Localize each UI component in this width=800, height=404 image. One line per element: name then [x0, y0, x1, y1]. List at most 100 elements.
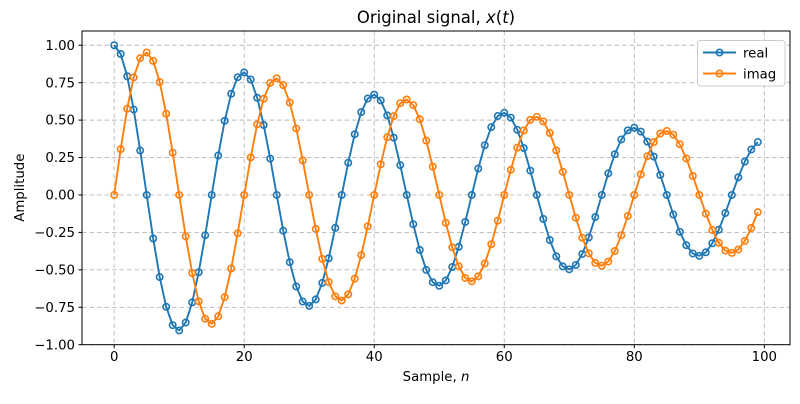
y-tick-label: −0.25	[34, 226, 75, 241]
data-point-marker	[571, 213, 580, 222]
data-point-marker	[623, 211, 632, 220]
series-real-markers	[110, 41, 762, 335]
data-point-marker	[305, 301, 314, 310]
data-point-marker	[454, 262, 463, 271]
data-point-marker	[181, 318, 190, 327]
data-point-marker	[558, 167, 567, 176]
data-point-marker	[318, 254, 327, 263]
data-point-marker	[370, 190, 379, 199]
data-point-marker	[168, 148, 177, 157]
data-point-marker	[428, 162, 437, 171]
data-point-marker	[422, 136, 431, 145]
data-point-marker	[357, 108, 366, 117]
data-point-marker	[402, 95, 411, 104]
data-point-marker	[214, 312, 223, 321]
data-point-marker	[747, 224, 756, 233]
plot-area: 0 20 40 60 80 100 1.00 0.75 0.50 0.25 0.00 −0.25 −0.…	[34, 30, 791, 365]
data-point-marker	[233, 73, 242, 82]
data-point-marker	[753, 208, 762, 217]
data-point-marker	[383, 133, 392, 142]
data-point-marker	[337, 296, 346, 305]
data-point-marker	[155, 78, 164, 87]
data-point-marker	[194, 297, 203, 306]
data-point-marker	[376, 160, 385, 169]
data-point-marker	[461, 273, 470, 282]
data-point-marker	[675, 140, 684, 149]
axes-frame	[81, 30, 791, 346]
data-point-marker	[207, 190, 216, 199]
data-point-marker	[701, 209, 710, 218]
data-point-marker	[669, 210, 678, 219]
data-point-marker	[571, 260, 580, 269]
data-point-marker	[409, 101, 418, 110]
data-point-marker	[142, 190, 151, 199]
data-point-marker	[162, 109, 171, 118]
data-point-marker	[513, 143, 522, 152]
data-point-marker	[701, 248, 710, 257]
data-point-marker	[233, 229, 242, 238]
data-point-marker	[682, 154, 691, 163]
data-point-marker	[565, 265, 574, 274]
series-imag-markers	[110, 48, 762, 328]
data-point-marker	[597, 261, 606, 270]
data-point-marker	[727, 248, 736, 257]
legend: real imag	[697, 40, 786, 87]
data-point-marker	[480, 141, 489, 150]
data-point-marker	[246, 153, 255, 162]
data-point-marker	[272, 74, 281, 83]
data-point-marker	[539, 117, 548, 126]
legend-marker-imag	[715, 69, 724, 78]
data-point-marker	[734, 173, 743, 182]
data-point-marker	[240, 68, 249, 77]
data-point-marker	[656, 171, 665, 180]
data-point-marker	[116, 145, 125, 154]
data-point-marker	[721, 209, 730, 218]
y-tick-label: −0.50	[34, 263, 75, 278]
legend-label-imag: imag	[743, 67, 776, 82]
data-point-marker	[448, 243, 457, 252]
x-tick-label: 100	[752, 350, 777, 365]
data-point-marker	[331, 292, 340, 301]
data-point-marker	[305, 190, 314, 199]
data-point-marker	[344, 290, 353, 299]
data-point-marker	[591, 213, 600, 222]
data-point-marker	[389, 112, 398, 121]
x-axis-label: Sample, n	[403, 370, 470, 385]
data-point-marker	[688, 249, 697, 258]
data-point-marker	[695, 251, 704, 260]
data-point-marker	[552, 146, 561, 155]
data-point-marker	[279, 226, 288, 235]
data-point-marker	[337, 190, 346, 199]
y-tick-label: −1.00	[34, 338, 75, 353]
data-point-marker	[350, 130, 359, 139]
data-point-marker	[227, 264, 236, 273]
data-point-marker	[142, 48, 151, 57]
data-point-marker	[597, 190, 606, 199]
data-point-marker	[396, 99, 405, 108]
data-point-marker	[753, 138, 762, 147]
data-point-marker	[545, 128, 554, 137]
data-point-marker	[129, 73, 138, 82]
data-point-marker	[188, 269, 197, 278]
data-point-marker	[311, 295, 320, 304]
data-point-marker	[253, 120, 262, 129]
data-point-marker	[168, 321, 177, 330]
data-point-marker	[467, 277, 476, 286]
data-point-marker	[630, 123, 639, 132]
data-point-marker	[214, 151, 223, 160]
data-point-marker	[506, 113, 515, 122]
data-point-marker	[493, 112, 502, 121]
x-tick-label: 80	[626, 350, 643, 365]
data-point-marker	[285, 98, 294, 107]
data-point-marker	[207, 319, 216, 328]
data-point-marker	[487, 240, 496, 249]
data-point-marker	[363, 222, 372, 231]
data-point-marker	[110, 190, 119, 199]
data-point-marker	[220, 293, 229, 302]
data-point-marker	[532, 112, 541, 121]
data-point-marker	[422, 265, 431, 274]
data-point-marker	[136, 54, 145, 63]
data-point-marker	[662, 190, 671, 199]
data-point-marker	[415, 245, 424, 254]
legend-marker-real	[715, 48, 724, 57]
